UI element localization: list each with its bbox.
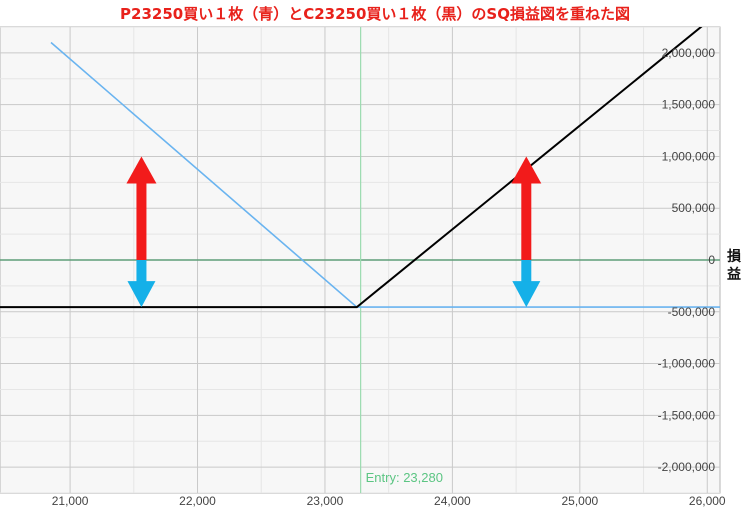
arrow-down-shaft [521, 260, 532, 283]
y-tick-label: 2,000,000 [662, 46, 716, 60]
y-tick-label: -1,000,000 [658, 357, 716, 371]
grid [0, 27, 720, 493]
series-call-line [0, 27, 703, 309]
x-tick-label: 24,000 [434, 494, 471, 508]
arrow-down-head [127, 281, 156, 308]
y-tick-label: 0 [708, 253, 715, 267]
chart-title: P23250買い１枚（青）とC23250買い１枚（黒）のSQ損益図を重ねた図 [120, 5, 630, 23]
arrow-up-shaft [136, 182, 147, 260]
y-tick-label: 1,000,000 [662, 149, 716, 163]
entry-label: Entry: 23,280 [366, 470, 443, 485]
arrow-down-shaft [136, 260, 147, 283]
y-axis-label-char: 益 [727, 267, 741, 283]
arrow-up-head [126, 156, 157, 184]
arrow-up-head [511, 156, 542, 184]
y-tick-label: 500,000 [672, 201, 716, 215]
series-group [0, 27, 720, 309]
y-axis-label: 損益 [723, 248, 745, 284]
x-tick-label: 22,000 [179, 494, 216, 508]
arrow-down-head [512, 281, 541, 308]
y-tick-label: -1,500,000 [658, 408, 716, 422]
x-tick-label: 25,000 [561, 494, 598, 508]
y-tick-label: -2,000,000 [658, 460, 716, 474]
y-tick-label: 1,500,000 [662, 98, 716, 112]
x-tick-label: 23,000 [307, 494, 344, 508]
y-axis-label-char: 損 [727, 249, 741, 265]
x-tick-label: 21,000 [52, 494, 89, 508]
arrow-up-shaft [521, 182, 532, 260]
y-tick-label: -500,000 [668, 305, 716, 319]
x-tick-label: 26,000 [689, 494, 726, 508]
